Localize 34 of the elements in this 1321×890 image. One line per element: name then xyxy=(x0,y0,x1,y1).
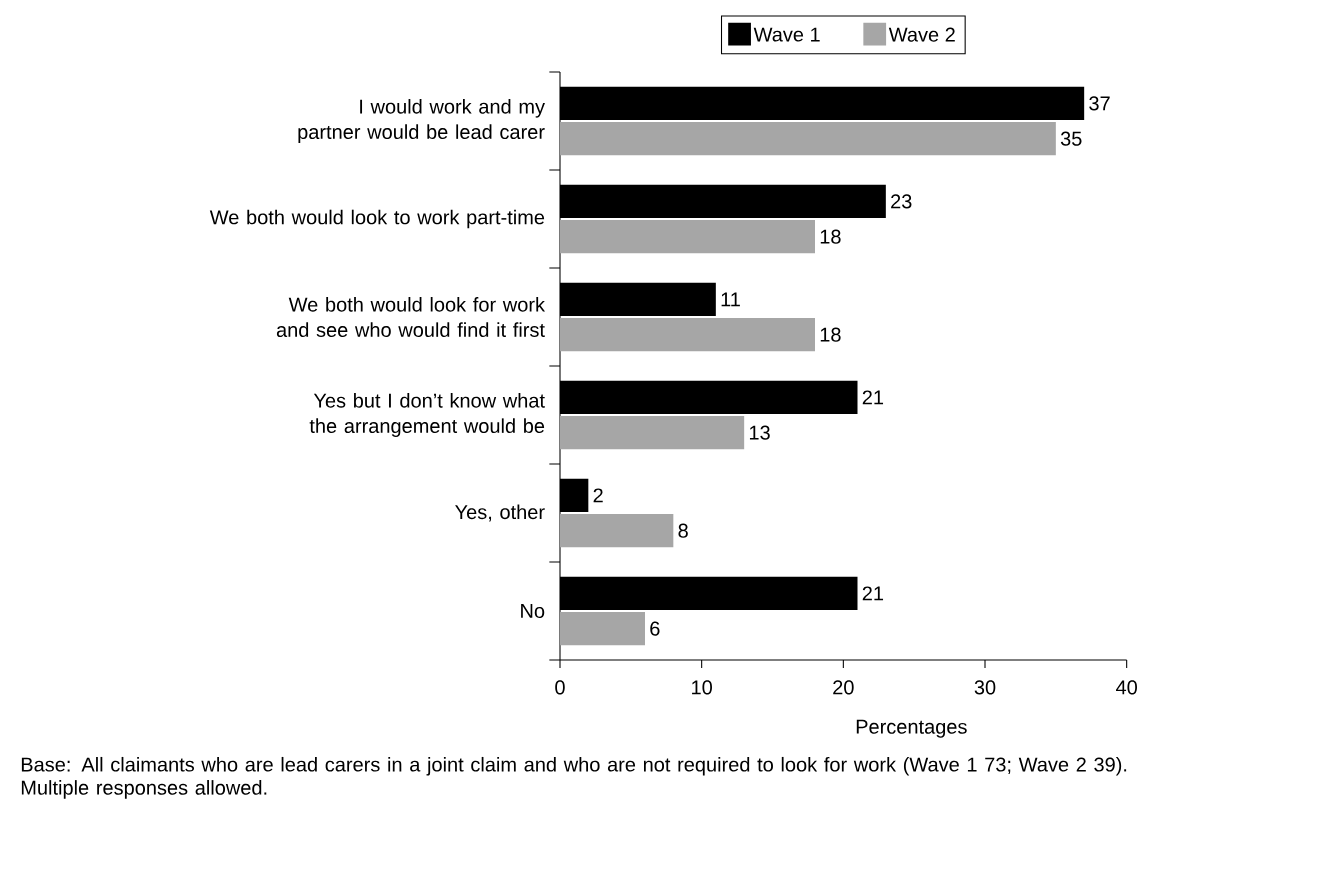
y-tick-label: Yes but I don’t know what the arrangement would be xyxy=(309,393,545,437)
y-tick-label: I would work and my partner would be lead carer xyxy=(298,99,545,143)
y-tick-label: No xyxy=(521,604,545,618)
data-label: 18 xyxy=(820,327,841,342)
x-tick-label: 0 xyxy=(555,680,565,695)
bar xyxy=(560,513,674,548)
data-label: 23 xyxy=(891,194,912,209)
y-tick-label: Yes, other xyxy=(455,504,545,522)
bar xyxy=(560,317,815,352)
bar xyxy=(560,122,1056,156)
data-label: 13 xyxy=(749,425,770,440)
bar xyxy=(560,415,745,450)
bar xyxy=(560,611,645,646)
x-tick-label: 10 xyxy=(692,680,712,695)
text: Base: All claimants who are lead carers in a joint claim and who are not required to look for work (Wave 1 73; Wave 2 39). xyxy=(21,756,1127,776)
x-axis-title: Percentages xyxy=(856,719,967,738)
legend-label: Wave 2 xyxy=(888,27,955,42)
data-label: 11 xyxy=(721,292,740,307)
data-label: 21 xyxy=(862,390,884,405)
x-tick-label: 20 xyxy=(833,680,854,695)
data-label: 35 xyxy=(1060,131,1082,146)
x-tick-label: 30 xyxy=(974,680,996,695)
x-tick-label: 40 xyxy=(1116,680,1137,695)
y-tick-label: We both would look for work and see who would find it first xyxy=(276,297,546,338)
data-label: 2 xyxy=(593,488,603,503)
data-label: 21 xyxy=(862,586,884,601)
text: Multiple responses allowed. xyxy=(21,780,267,799)
data-label: 37 xyxy=(1089,96,1110,111)
y-tick-label: We both would look to work part-time xyxy=(209,209,545,229)
legend-label: Wave 1 xyxy=(753,27,820,42)
data-label: 8 xyxy=(678,523,688,538)
data-label: 18 xyxy=(820,229,841,244)
bar xyxy=(560,219,815,254)
data-label: 6 xyxy=(650,621,660,636)
